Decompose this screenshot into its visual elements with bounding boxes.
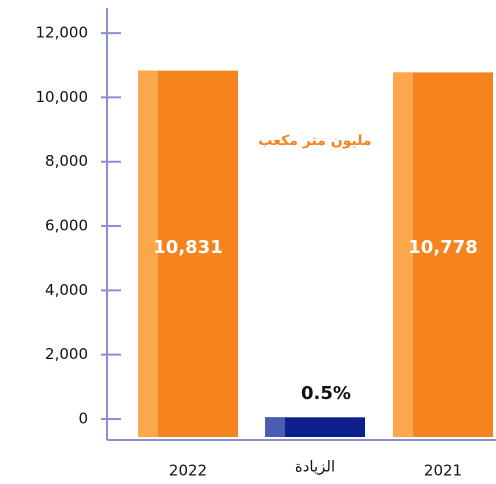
value-label: 10,778 (408, 237, 477, 258)
x-tick-label: 2022 (169, 462, 207, 480)
value-label: 10,831 (153, 237, 222, 258)
y-tick-label: 8,000 (45, 152, 88, 170)
x-tick-label: الزيادة (295, 458, 335, 476)
y-tick-label: 6,000 (45, 217, 88, 235)
y-tick-label: 2,000 (45, 345, 88, 363)
unit-annotation: مليون متر مكعب (258, 133, 371, 149)
bar-highlight (138, 70, 158, 437)
bar-highlight (265, 417, 285, 437)
y-tick-label: 12,000 (36, 24, 89, 42)
bar-highlight (393, 72, 413, 438)
y-tick-label: 0 (78, 409, 88, 427)
y-tick-label: 4,000 (45, 281, 88, 299)
bar (265, 417, 365, 437)
x-tick-label: 2021 (424, 462, 462, 480)
y-tick-label: 10,000 (36, 88, 89, 106)
increase-annotation: 0.5% (301, 383, 351, 404)
